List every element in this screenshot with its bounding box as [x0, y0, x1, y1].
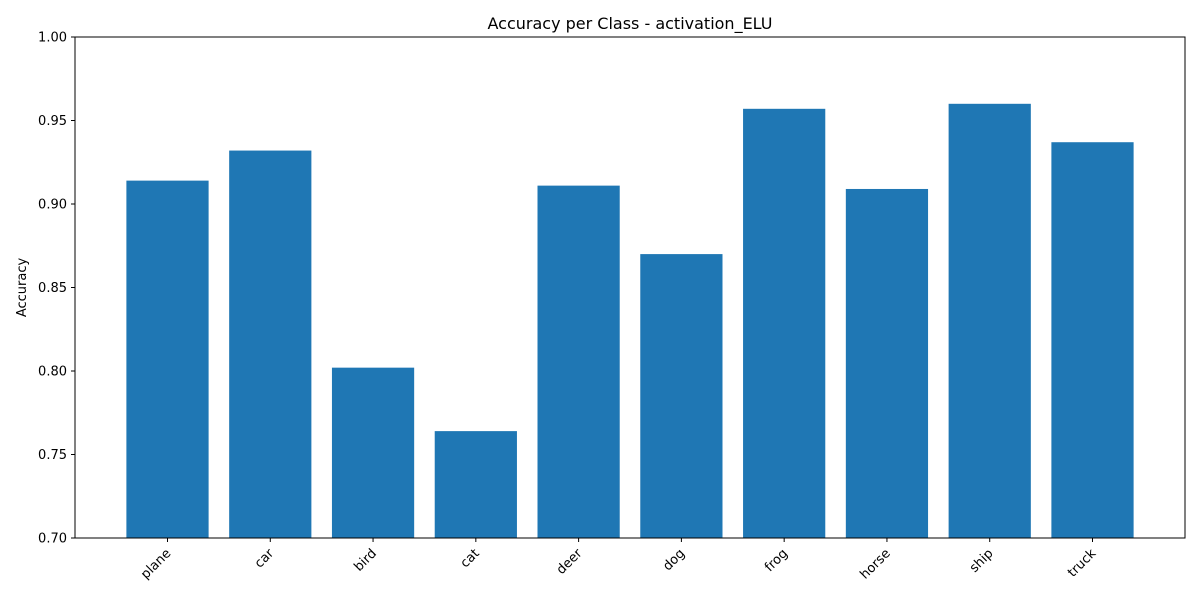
x-tick-label-truck: truck: [1065, 546, 1100, 581]
bar-cat: [434, 431, 517, 538]
bar-truck: [1051, 142, 1134, 538]
x-tick-label-dog: dog: [660, 546, 688, 574]
bar-bird: [331, 367, 415, 538]
y-axis: 0.70 0.75 0.80 0.85 0.90 0.95 1.00: [38, 31, 75, 547]
x-tick-label-horse: horse: [857, 546, 893, 582]
x-tick-label-deer: deer: [554, 546, 586, 578]
y-tick-label-0.85: 0.85: [38, 281, 67, 296]
y-tick-label-0.80: 0.80: [38, 365, 67, 380]
bar-plane: [126, 180, 209, 538]
bar-car: [229, 150, 312, 538]
chart-title: Accuracy per Class - activation_ELU: [487, 14, 772, 34]
y-tick-label-0.70: 0.70: [38, 532, 67, 547]
x-axis: plane car bird cat deer dog frog horse ship truck: [138, 538, 1100, 583]
x-tick-label-frog: frog: [762, 546, 791, 575]
y-tick-label-0.75: 0.75: [38, 448, 67, 463]
y-tick-label-0.90: 0.90: [38, 198, 67, 213]
bar-frog: [743, 108, 826, 538]
x-tick-label-ship: ship: [967, 546, 997, 576]
x-tick-label-bird: bird: [351, 546, 379, 574]
x-tick-label-plane: plane: [138, 546, 174, 582]
x-tick-label-cat: cat: [458, 546, 483, 571]
y-tick-label-0.95: 0.95: [38, 114, 67, 129]
bar-deer: [537, 185, 620, 538]
bars-group: [126, 103, 1134, 539]
x-tick-label-car: car: [252, 546, 278, 572]
y-axis-label: Accuracy: [15, 258, 30, 318]
y-tick-label-1.00: 1.00: [38, 31, 67, 46]
bar-ship: [948, 103, 1031, 539]
bar-horse: [845, 188, 929, 538]
bar-dog: [640, 254, 723, 538]
